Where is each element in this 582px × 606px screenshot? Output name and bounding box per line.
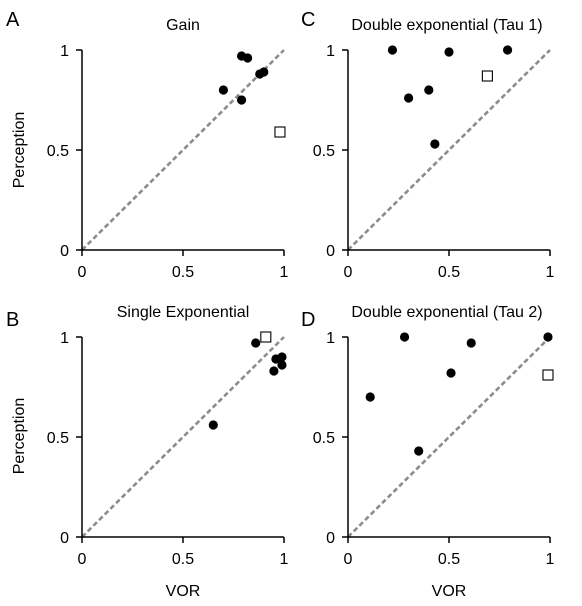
data-point [277,352,287,362]
data-point [502,45,513,55]
x-axis-label: VOR [432,583,467,600]
y-tick-label: 0 [60,530,69,547]
panel-letter: C [301,9,315,31]
panel-c: C Double exponential (Tau 1) 0 0.5 1 0 0.5 1 [301,9,555,281]
chart-title: Double exponential (Tau 2) [351,304,542,321]
panel-b: B Single Exponential Perception VOR 0 0.5… [6,304,289,600]
x-tick-label: 1 [280,551,289,568]
y-tick-label: 0 [60,243,69,260]
data-point [243,53,253,63]
data-point [444,47,454,57]
unity-line [347,49,551,251]
y-tick-label: 0 [326,243,335,260]
x-tick-label: 0 [344,551,353,568]
y-tick-label: 0 [326,530,335,547]
x-tick-label: 0 [78,551,87,568]
x-tick-label: 0.5 [438,264,460,281]
data-point [446,368,456,378]
chart-title: Double exponential (Tau 1) [351,17,542,34]
panel-letter: D [301,309,315,331]
x-tick-label: 0.5 [438,551,460,568]
data-point [543,332,553,342]
x-tick-label: 0.5 [172,264,194,281]
data-point [424,85,434,95]
y-tick-label: 0.5 [313,430,335,447]
data-point [466,338,476,348]
unity-line [347,336,551,538]
data-point [218,85,228,95]
y-tick-label: 1 [326,43,335,60]
y-tick-label: 0.5 [47,430,69,447]
x-axis-label: VOR [166,583,201,600]
panel-letter: B [6,309,19,331]
y-tick-label: 0.5 [47,143,69,160]
x-tick-label: 1 [546,264,555,281]
x-tick-label: 1 [280,264,289,281]
x-tick-label: 0.5 [172,551,194,568]
y-tick-label: 1 [326,330,335,347]
unity-line [81,336,285,538]
data-point-square [260,331,272,343]
data-point [277,360,287,370]
data-point [236,95,247,105]
data-point [430,139,440,149]
chart-title: Single Exponential [117,304,250,321]
x-tick-label: 1 [546,551,555,568]
y-tick-label: 1 [60,330,69,347]
x-tick-label: 0 [78,264,87,281]
data-point [414,446,424,456]
data-point [208,420,218,430]
panel-d: D Double exponential (Tau 2) VOR 0 0.5 1 0 0… [301,304,555,600]
y-axis-label: Perception [11,112,28,189]
x-tick-label: 0 [344,264,353,281]
data-point [259,67,269,77]
panel-a: A Gain Perception 0 0.5 1 0 0.5 1 [6,9,289,281]
data-point [269,366,279,376]
panel-letter: A [6,9,20,31]
y-tick-label: 1 [60,43,69,60]
data-point [365,392,375,402]
unity-line [81,49,285,251]
data-point [387,45,398,55]
data-point-square [481,70,493,82]
data-point [399,332,410,342]
data-point-square [274,126,286,138]
y-tick-label: 0.5 [313,143,335,160]
y-axis-label: Perception [11,398,28,475]
data-point [404,93,414,103]
data-point-square [542,369,554,381]
data-point [251,338,261,348]
chart-title: Gain [166,17,200,34]
